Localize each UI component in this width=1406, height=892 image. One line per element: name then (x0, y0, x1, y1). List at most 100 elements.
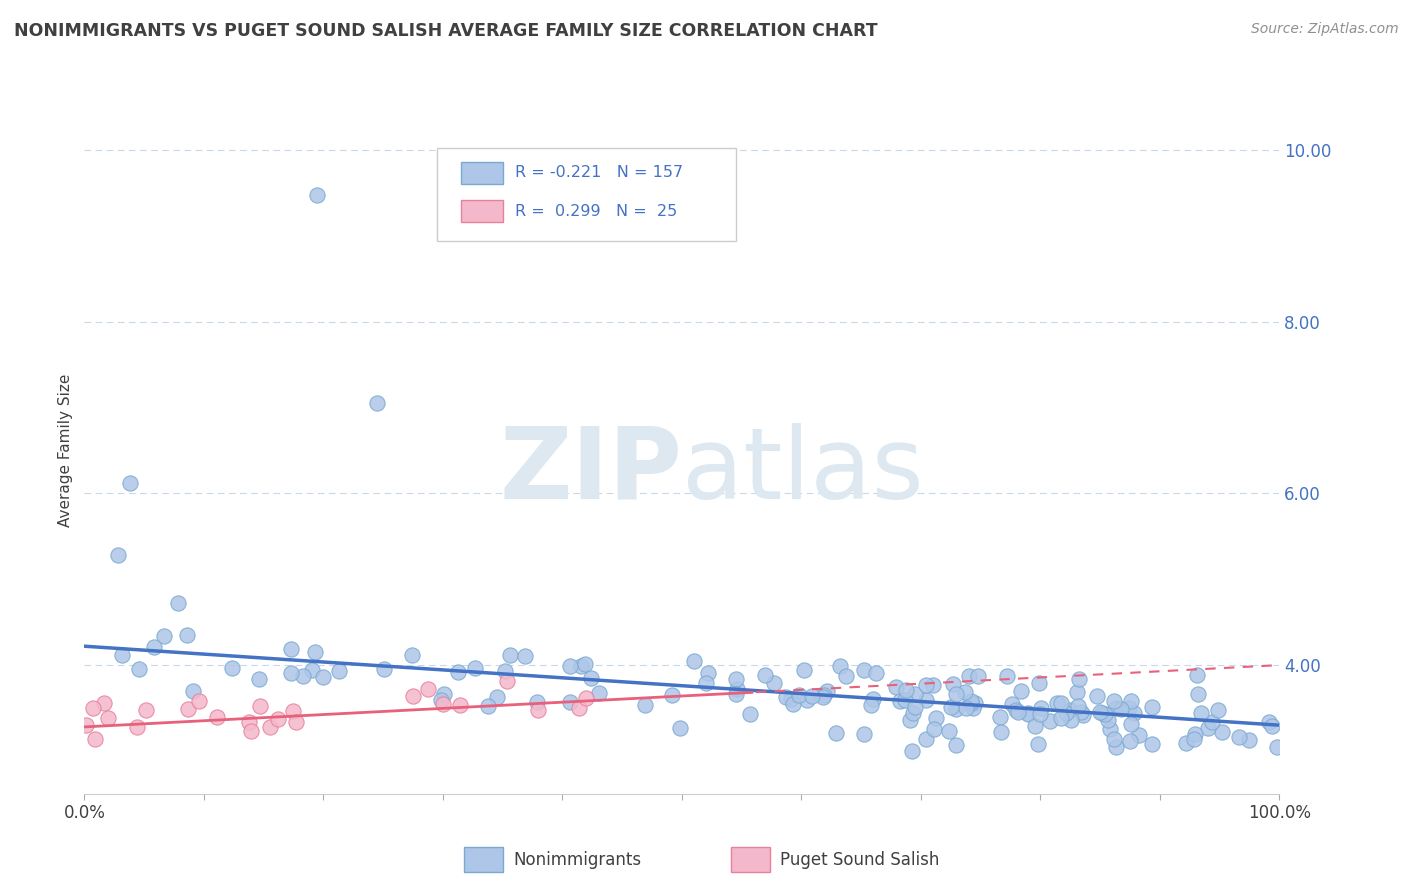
Point (1184, 727, 1206, 741)
Point (941, 677, 963, 691)
Point (1091, 706, 1114, 720)
Text: atlas: atlas (682, 423, 924, 519)
Point (682, 654, 704, 668)
Point (1105, 740, 1128, 755)
Point (1005, 703, 1028, 717)
Point (499, 648, 522, 663)
Point (401, 648, 423, 662)
Text: Source: ZipAtlas.com: Source: ZipAtlas.com (1251, 22, 1399, 37)
Point (1197, 722, 1219, 736)
Point (898, 714, 921, 728)
Point (292, 668, 315, 682)
Text: NONIMMIGRANTS VS PUGET SOUND SALISH AVERAGE FAMILY SIZE CORRELATION CHART: NONIMMIGRANTS VS PUGET SOUND SALISH AVER… (14, 22, 877, 40)
Point (494, 665, 516, 679)
Point (695, 676, 717, 690)
Point (1094, 706, 1116, 721)
Point (862, 692, 884, 706)
Point (1000, 698, 1022, 712)
Text: R = -0.221   N = 157: R = -0.221 N = 157 (515, 166, 683, 180)
Point (787, 688, 810, 702)
Point (1119, 717, 1142, 731)
Point (775, 690, 797, 705)
Point (128, 662, 150, 676)
Point (1071, 707, 1094, 722)
Point (1067, 699, 1090, 714)
Point (853, 663, 876, 677)
Point (107, 548, 129, 562)
Point (176, 628, 198, 642)
Point (938, 723, 960, 738)
Point (1067, 672, 1090, 686)
Point (249, 698, 271, 713)
Point (915, 693, 938, 707)
Point (402, 689, 425, 703)
Point (1142, 699, 1164, 714)
Point (922, 722, 945, 736)
Point (801, 690, 824, 704)
Point (904, 687, 927, 701)
Point (558, 659, 581, 673)
Point (97, 711, 120, 725)
Point (153, 629, 176, 643)
Point (1054, 706, 1077, 720)
Point (1066, 685, 1088, 699)
Point (1187, 687, 1209, 701)
Point (724, 687, 747, 701)
Point (1258, 714, 1281, 729)
Point (181, 683, 204, 698)
Point (496, 674, 519, 689)
Point (588, 686, 610, 700)
Point (93, 696, 115, 710)
Point (1175, 736, 1198, 750)
Point (1211, 724, 1233, 739)
Point (280, 641, 302, 656)
Point (312, 670, 335, 684)
Point (1017, 707, 1039, 722)
Point (915, 678, 938, 692)
Point (915, 732, 938, 747)
Point (1109, 701, 1132, 715)
Point (1097, 713, 1119, 727)
Point (416, 681, 439, 696)
Point (430, 693, 453, 707)
FancyBboxPatch shape (461, 201, 503, 222)
Point (1059, 703, 1081, 717)
Point (811, 690, 834, 704)
Point (925, 711, 948, 725)
Point (526, 695, 548, 709)
Point (1185, 668, 1208, 682)
Point (142, 640, 165, 654)
Text: ZIP: ZIP (499, 423, 682, 519)
Point (884, 680, 907, 694)
Point (373, 662, 395, 676)
Point (301, 664, 323, 678)
Point (1029, 701, 1052, 715)
Point (815, 683, 838, 698)
Point (84, 732, 107, 747)
Y-axis label: Average Family Size: Average Family Size (58, 374, 73, 527)
Point (793, 663, 815, 677)
Point (724, 672, 747, 686)
Point (1140, 737, 1163, 751)
Point (1088, 706, 1111, 720)
Point (1121, 694, 1143, 708)
Point (960, 694, 983, 708)
Point (304, 644, 326, 658)
Point (894, 683, 917, 698)
Point (945, 702, 967, 716)
Point (1050, 711, 1073, 725)
Point (240, 723, 263, 738)
Point (283, 704, 305, 718)
Point (1024, 719, 1046, 733)
Point (118, 476, 141, 491)
Point (1128, 728, 1150, 742)
Point (922, 678, 945, 692)
Point (285, 715, 308, 730)
Point (990, 725, 1012, 739)
Point (904, 700, 927, 714)
Point (1105, 701, 1128, 715)
Point (1038, 714, 1060, 728)
Point (813, 688, 835, 702)
Point (889, 693, 911, 707)
Point (939, 700, 962, 714)
